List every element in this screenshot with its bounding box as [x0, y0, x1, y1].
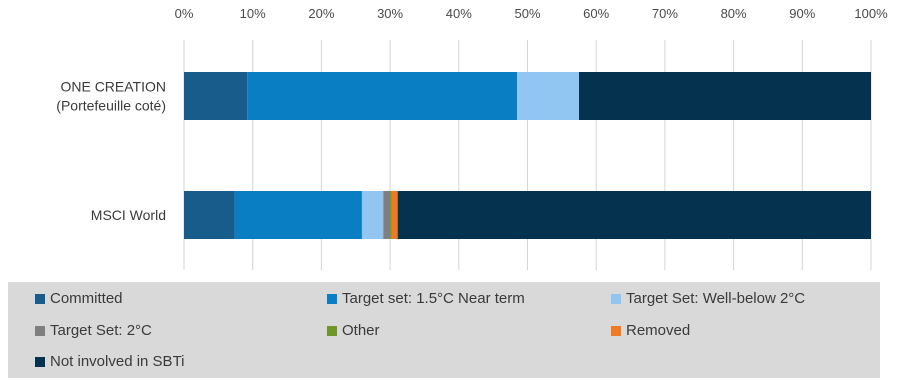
legend-label: Target Set: Well-below 2°C	[626, 290, 806, 307]
legend-item: Other	[327, 322, 380, 339]
stacked-bar-chart: 0% 10% 20% 30% 40% 50% 60% 70% 80% 90% 100% ONE CRE…	[56, 6, 888, 270]
legend-label: Target Set: 2°C	[50, 322, 152, 339]
category-label: MSCI World	[91, 207, 166, 223]
legend-swatch	[611, 325, 621, 336]
x-tick-label: 90%	[789, 6, 815, 21]
x-tick-label: 50%	[514, 6, 540, 21]
bar-segment	[517, 72, 580, 120]
bar-segment	[579, 72, 871, 120]
x-tick-label: 40%	[446, 6, 472, 21]
bar-segment	[247, 72, 518, 120]
category-label: ONE CREATION	[60, 79, 166, 95]
legend-swatch	[35, 293, 45, 304]
legend-swatch	[611, 293, 621, 304]
bar-segment	[361, 191, 384, 239]
legend-item: Removed	[611, 322, 690, 339]
x-tick-label: 10%	[240, 6, 266, 21]
x-tick-label: 70%	[652, 6, 678, 21]
category-label: (Portefeuille coté)	[56, 98, 166, 114]
legend-item: Target Set: Well-below 2°C	[611, 290, 805, 307]
legend-item: Not involved in SBTi	[35, 353, 185, 370]
bar-segment	[390, 191, 392, 239]
legend-item: Target set: 1.5°C Near term	[327, 290, 525, 307]
bar-segment	[397, 191, 871, 239]
legend-swatch	[35, 356, 45, 367]
x-tick-label: 20%	[308, 6, 334, 21]
x-tick-label: 0%	[175, 6, 194, 21]
legend-item: Committed	[35, 290, 123, 307]
bar-segment	[184, 72, 248, 120]
x-tick-label: 100%	[854, 6, 888, 21]
x-tick-label: 80%	[721, 6, 747, 21]
legend-label: Target set: 1.5°C Near term	[342, 290, 525, 307]
x-tick-label: 30%	[377, 6, 403, 21]
legend-label: Not involved in SBTi	[50, 353, 185, 370]
legend: Committed Target set: 1.5°C Near term Targ…	[8, 282, 880, 378]
legend-label: Other	[342, 322, 380, 339]
legend-swatch	[35, 325, 45, 336]
x-tick-label: 60%	[583, 6, 609, 21]
legend-item: Target Set: 2°C	[35, 322, 152, 339]
legend-swatch	[327, 325, 337, 336]
legend-label: Committed	[50, 290, 123, 307]
bar-segment	[234, 191, 362, 239]
bar-segment	[184, 191, 235, 239]
legend-label: Removed	[626, 322, 691, 339]
bar-segment	[391, 191, 398, 239]
bar-segment	[383, 191, 391, 239]
legend-swatch	[327, 293, 337, 304]
